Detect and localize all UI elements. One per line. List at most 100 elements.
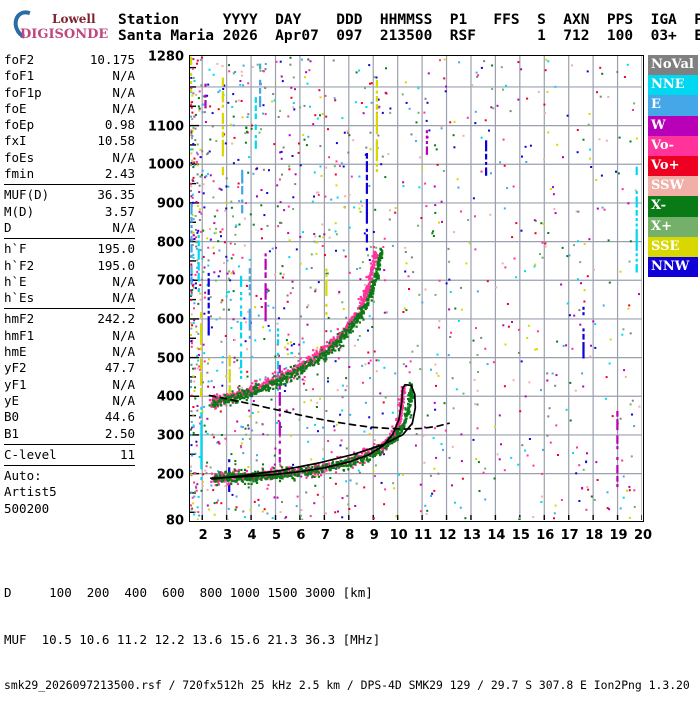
y-axis-labels: 80 200 300 400 500 600 700 800 900 1000 1100 1280 (140, 50, 184, 529)
param-key: h`F (4, 241, 27, 257)
param-value: 2.43 (104, 166, 135, 182)
legend-item-vo-[interactable]: Vo- (648, 135, 698, 156)
param-row-b1: B1 2.50 (4, 426, 135, 442)
header-col-iga: IGA (641, 12, 686, 28)
header-val-day: Apr07 (266, 28, 328, 44)
param-row-h-e: h`E N/A (4, 274, 135, 290)
footer-muf-row: MUF 10.5 10.6 11.2 12.2 13.6 15.6 21.3 3… (4, 631, 381, 647)
header-col-p1: P1 (441, 12, 485, 28)
legend-item-nnw[interactable]: NNW (648, 256, 698, 278)
param-row-fof1: foF1 N/A (4, 68, 135, 84)
station-header: Station YYYY DAY DDD HHMMSS P1 FFS S AXN… (118, 12, 700, 44)
param-key: foEs (4, 149, 35, 165)
legend-item-x-[interactable]: X+ (648, 216, 698, 237)
param-key: yF1 (4, 376, 27, 392)
param-key: foEp (4, 117, 35, 133)
x-tick-11: 11 (414, 528, 433, 543)
param-row-b0: B0 44.6 (4, 409, 135, 425)
ionogram-plot-area[interactable] (189, 55, 644, 522)
param-row-d: D N/A (4, 220, 135, 236)
param-value: 36.35 (97, 187, 135, 203)
header-col-axn: AXN (554, 12, 599, 28)
param-row-fof2: foF2 10.175 (4, 52, 135, 68)
param-value: 11 (119, 446, 135, 462)
param-key: yF2 (4, 360, 27, 376)
x-tick-6: 6 (296, 528, 306, 543)
header-col-ddd: DDD (327, 12, 372, 28)
legend-item-vo-[interactable]: Vo+ (648, 155, 698, 177)
echo-direction-legend[interactable]: NoVal NNE E W Vo- Vo+ SSW X- X+ SSE NNW (648, 55, 698, 278)
footer-info: D 100 200 400 600 800 1000 1500 3000 [km… (4, 554, 700, 709)
param-row-ye: yE N/A (4, 393, 135, 409)
param-key: fmin (4, 166, 35, 182)
ionogram-canvas[interactable] (189, 55, 644, 522)
footer-distance-row: D 100 200 400 600 800 1000 1500 3000 [km… (4, 585, 373, 600)
param-value: 242.2 (97, 311, 135, 327)
station-header-columns: Station YYYY DAY DDD HHMMSS P1 FFS S AXN… (118, 12, 700, 28)
header-val-yyyy: 2026 (214, 28, 267, 44)
legend-item-e[interactable]: E (648, 95, 698, 116)
header-val-station: Santa Maria (118, 28, 215, 44)
param-key: h`Es (4, 290, 35, 306)
param-key: foE (4, 100, 27, 116)
auto-line-1: Artist5 (4, 484, 57, 500)
param-row-yf2: yF2 47.7 (4, 360, 135, 376)
legend-item-nne[interactable]: NNE (648, 75, 698, 96)
param-row-foes: foEs N/A (4, 150, 135, 166)
grid-lines (190, 56, 642, 520)
param-row-h-f2: h`F2 195.0 (4, 258, 135, 274)
header-col-ps: PS (694, 12, 700, 28)
header-col-yyyy: YYYY (214, 12, 267, 28)
param-value: N/A (112, 219, 135, 235)
param-key: foF2 (4, 52, 35, 67)
series-x-2nd-hop- (208, 247, 384, 408)
auto-line-2: 500200 (4, 500, 50, 516)
x-tick-18: 18 (585, 528, 604, 543)
param-key: B1 (4, 425, 20, 441)
param-key: D (4, 219, 12, 235)
series-profile-true-height- (209, 383, 417, 480)
param-value: N/A (112, 344, 135, 360)
param-value: N/A (112, 149, 135, 165)
legend-item-noval[interactable]: NoVal (648, 55, 698, 76)
header-col-s: S (528, 12, 555, 28)
auto-line-0: Auto: (4, 468, 42, 484)
header-col-station: Station (118, 12, 215, 28)
legend-item-w[interactable]: W (648, 115, 698, 136)
param-key: hmE (4, 344, 27, 360)
param-row-muf-d-: MUF(D) 36.35 (4, 187, 135, 203)
x-tick-4: 4 (247, 528, 257, 543)
legend-item-sse[interactable]: SSE (648, 236, 698, 257)
y-tick-1100: 1100 (147, 119, 184, 135)
param-key: hmF1 (4, 327, 35, 343)
param-divider (4, 465, 135, 467)
legend-item-x-[interactable]: X- (648, 196, 698, 217)
x-axis-labels: 2 3 4 5 6 7 8 9 10 11 12 13 14 15 16 17 18 19 20 (189, 528, 652, 548)
param-divider (4, 443, 135, 445)
x-tick-10: 10 (389, 528, 408, 543)
x-tick-19: 19 (609, 528, 628, 543)
y-tick-1280: 1280 (147, 49, 184, 65)
y-tick-700: 700 (156, 273, 184, 289)
header-val-ddd: 097 (327, 28, 372, 44)
param-value: N/A (112, 290, 135, 306)
x-tick-9: 9 (369, 528, 379, 543)
param-key: hmF2 (4, 311, 35, 327)
param-row-foe: foE N/A (4, 101, 135, 117)
param-row-yf1: yF1 N/A (4, 377, 135, 393)
header-col-day: DAY (266, 12, 328, 28)
param-value: 195.0 (97, 241, 135, 257)
param-value: N/A (112, 84, 135, 100)
logo-digisonde-text: DIGISONDE (20, 27, 109, 42)
param-value: N/A (112, 376, 135, 392)
param-key: h`F2 (4, 257, 35, 273)
legend-item-ssw[interactable]: SSW (648, 176, 698, 197)
station-header-table: Station YYYY DAY DDD HHMMSS P1 FFS S AXN… (118, 12, 700, 44)
param-key: C-level (4, 446, 57, 462)
param-value: 195.0 (97, 257, 135, 273)
x-tick-13: 13 (462, 528, 482, 543)
lowell-digisonde-logo: Lowell DIGISONDE (6, 4, 114, 45)
y-tick-500: 500 (156, 351, 184, 367)
header-col-pps: PPS (598, 12, 642, 28)
x-tick-7: 7 (320, 528, 330, 543)
